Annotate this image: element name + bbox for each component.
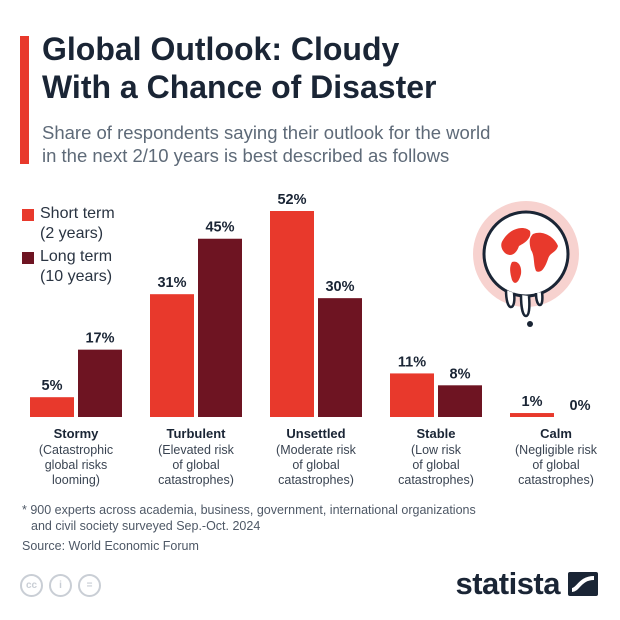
data-label-stormy-series-1: 17% [85, 331, 114, 347]
no-derivatives-icon[interactable]: = [78, 574, 101, 597]
category-label-unsettled: Unsettled [286, 426, 345, 441]
category-description-stormy-line-1: global risks [45, 458, 108, 472]
data-label-unsettled-series-0: 52% [277, 192, 306, 208]
legend-item-short-term: Short term (2 years) [22, 204, 115, 244]
legend-swatch-short-term [22, 209, 34, 221]
category-description-stable-line-2: catastrophes) [398, 473, 474, 487]
category-description-stormy-line-0: (Catastrophic [39, 443, 113, 457]
data-label-stable-series-0: 11% [398, 354, 426, 370]
statista-brand[interactable]: statista [455, 566, 598, 602]
category-label-turbulent: Turbulent [167, 426, 227, 441]
legend-long-term-line-2: (10 years) [40, 268, 113, 285]
source-text: Source: World Economic Forum [22, 539, 199, 553]
brand-name: statista [455, 566, 560, 601]
title-accent-bar [20, 36, 29, 164]
legend-label-long-term: Long term (10 years) [40, 247, 112, 287]
data-label-stable-series-1: 8% [450, 366, 471, 382]
data-label-turbulent-series-1: 45% [205, 220, 234, 236]
bar-turbulent-series-0 [150, 294, 194, 417]
legend-item-long-term: Long term (10 years) [22, 247, 115, 287]
category-description-stable-line-1: of global [412, 458, 459, 472]
category-description-unsettled-line-2: catastrophes) [278, 473, 354, 487]
data-label-unsettled-series-1: 30% [325, 279, 354, 295]
license-icons: cc i = [20, 574, 101, 597]
category-label-stormy: Stormy [54, 426, 100, 441]
category-label-stable: Stable [416, 426, 455, 441]
category-description-unsettled-line-0: (Moderate risk [276, 443, 357, 457]
footnote-line-2: and civil society surveyed Sep.-Oct. 202… [31, 519, 261, 533]
title-line-2: With a Chance of Disaster [42, 69, 437, 105]
footnote-line-1: * 900 experts across academia, business,… [22, 503, 476, 517]
legend-long-term-line-1: Long term [40, 248, 113, 265]
bar-stormy-series-0 [30, 397, 74, 417]
subtitle-line-2: in the next 2/10 years is best described… [42, 145, 450, 166]
legend-short-term-line-2: (2 years) [40, 225, 104, 242]
data-label-turbulent-series-0: 31% [157, 275, 186, 291]
category-description-stormy-line-2: looming) [52, 473, 100, 487]
chart-legend: Short term (2 years) Long term (10 years… [22, 204, 115, 290]
melting-globe-icon [473, 201, 579, 327]
category-description-calm-line-0: (Negligible risk [515, 443, 598, 457]
category-description-turbulent-line-0: (Elevated risk [158, 443, 234, 457]
bar-unsettled-series-0 [270, 211, 314, 417]
page-title: Global Outlook: Cloudy With a Chance of … [42, 30, 602, 106]
cc-icon[interactable]: cc [20, 574, 43, 597]
bar-stable-series-0 [390, 373, 434, 417]
page-subtitle: Share of respondents saying their outloo… [42, 121, 602, 167]
statista-logo-icon [568, 572, 598, 596]
category-description-unsettled-line-1: of global [292, 458, 339, 472]
category-description-turbulent-line-1: of global [172, 458, 219, 472]
bar-unsettled-series-1 [318, 298, 362, 417]
bar-turbulent-series-1 [198, 238, 242, 417]
category-description-turbulent-line-2: catastrophes) [158, 473, 234, 487]
legend-label-short-term: Short term (2 years) [40, 204, 115, 244]
subtitle-line-1: Share of respondents saying their outloo… [42, 122, 491, 143]
category-label-calm: Calm [540, 426, 572, 441]
category-description-stable-line-0: (Low risk [411, 443, 462, 457]
bar-stormy-series-1 [78, 349, 122, 417]
legend-swatch-long-term [22, 252, 34, 264]
category-description-calm-line-1: of global [532, 458, 579, 472]
footnote: * 900 experts across academia, business,… [22, 502, 476, 534]
title-line-1: Global Outlook: Cloudy [42, 31, 400, 67]
data-label-stormy-series-0: 5% [42, 378, 63, 394]
data-label-calm-series-1: 0% [570, 398, 591, 414]
data-label-calm-series-0: 1% [522, 394, 543, 410]
bar-stable-series-1 [438, 385, 482, 417]
legend-short-term-line-1: Short term [40, 205, 115, 222]
bar-calm-series-0 [510, 413, 554, 417]
attribution-icon[interactable]: i [49, 574, 72, 597]
category-description-calm-line-2: catastrophes) [518, 473, 594, 487]
